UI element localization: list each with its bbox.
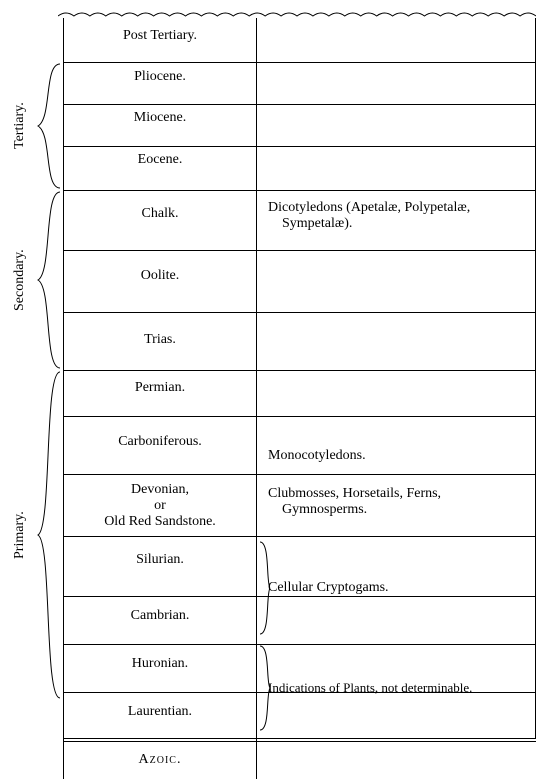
horizontal-rule [63, 146, 536, 147]
period-label: Laurentian. [70, 704, 250, 720]
horizontal-rule [63, 312, 536, 313]
vertical-rule [535, 18, 536, 738]
period-label: Chalk. [70, 206, 250, 222]
group-label: Primary. [12, 500, 28, 570]
flora-label: Indications of Plants, not determinable. [268, 680, 528, 696]
period-label: Permian. [70, 380, 250, 396]
group-brace [34, 190, 62, 370]
vertical-rule [63, 18, 64, 779]
period-label: Azoic. [70, 752, 250, 768]
span-brace [258, 644, 270, 732]
period-label: Devonian,orOld Red Sandstone. [70, 482, 250, 530]
group-brace [34, 370, 62, 700]
horizontal-rule [63, 741, 536, 742]
horizontal-rule [63, 62, 536, 63]
horizontal-rule [63, 596, 536, 597]
group-label: Secondary. [12, 245, 28, 315]
period-label: Carboniferous. [70, 434, 250, 450]
period-label: Miocene. [70, 110, 250, 126]
horizontal-rule [63, 416, 536, 417]
period-label: Trias. [70, 332, 250, 348]
period-label: Huronian. [70, 656, 250, 672]
period-label: Cambrian. [70, 608, 250, 624]
group-label: Tertiary. [12, 91, 28, 161]
horizontal-rule [63, 644, 536, 645]
vertical-rule [256, 18, 257, 779]
group-brace [34, 62, 62, 190]
horizontal-rule [63, 738, 536, 739]
horizontal-rule [63, 104, 536, 105]
geologic-table: Tertiary. Secondary. Primary. Post Tertiar… [0, 0, 550, 781]
horizontal-rule [63, 250, 536, 251]
horizontal-rule [63, 370, 536, 371]
flora-label: Clubmosses, Horsetails, Ferns, Gymnosper… [268, 486, 528, 518]
horizontal-rule [63, 474, 536, 475]
period-label: Eocene. [70, 152, 250, 168]
period-label: Pliocene. [70, 69, 250, 85]
period-label: Oolite. [70, 268, 250, 284]
span-brace [258, 540, 270, 636]
torn-edge [58, 10, 536, 18]
horizontal-rule [63, 536, 536, 537]
flora-label: Cellular Cryptogams. [268, 580, 528, 596]
horizontal-rule [63, 190, 536, 191]
flora-label: Dicotyledons (Apetalæ, Polypetalæ, Sympe… [268, 200, 528, 232]
period-label: Post Tertiary. [70, 28, 250, 44]
period-label: Silurian. [70, 552, 250, 568]
flora-label: Monocotyledons. [268, 448, 528, 464]
